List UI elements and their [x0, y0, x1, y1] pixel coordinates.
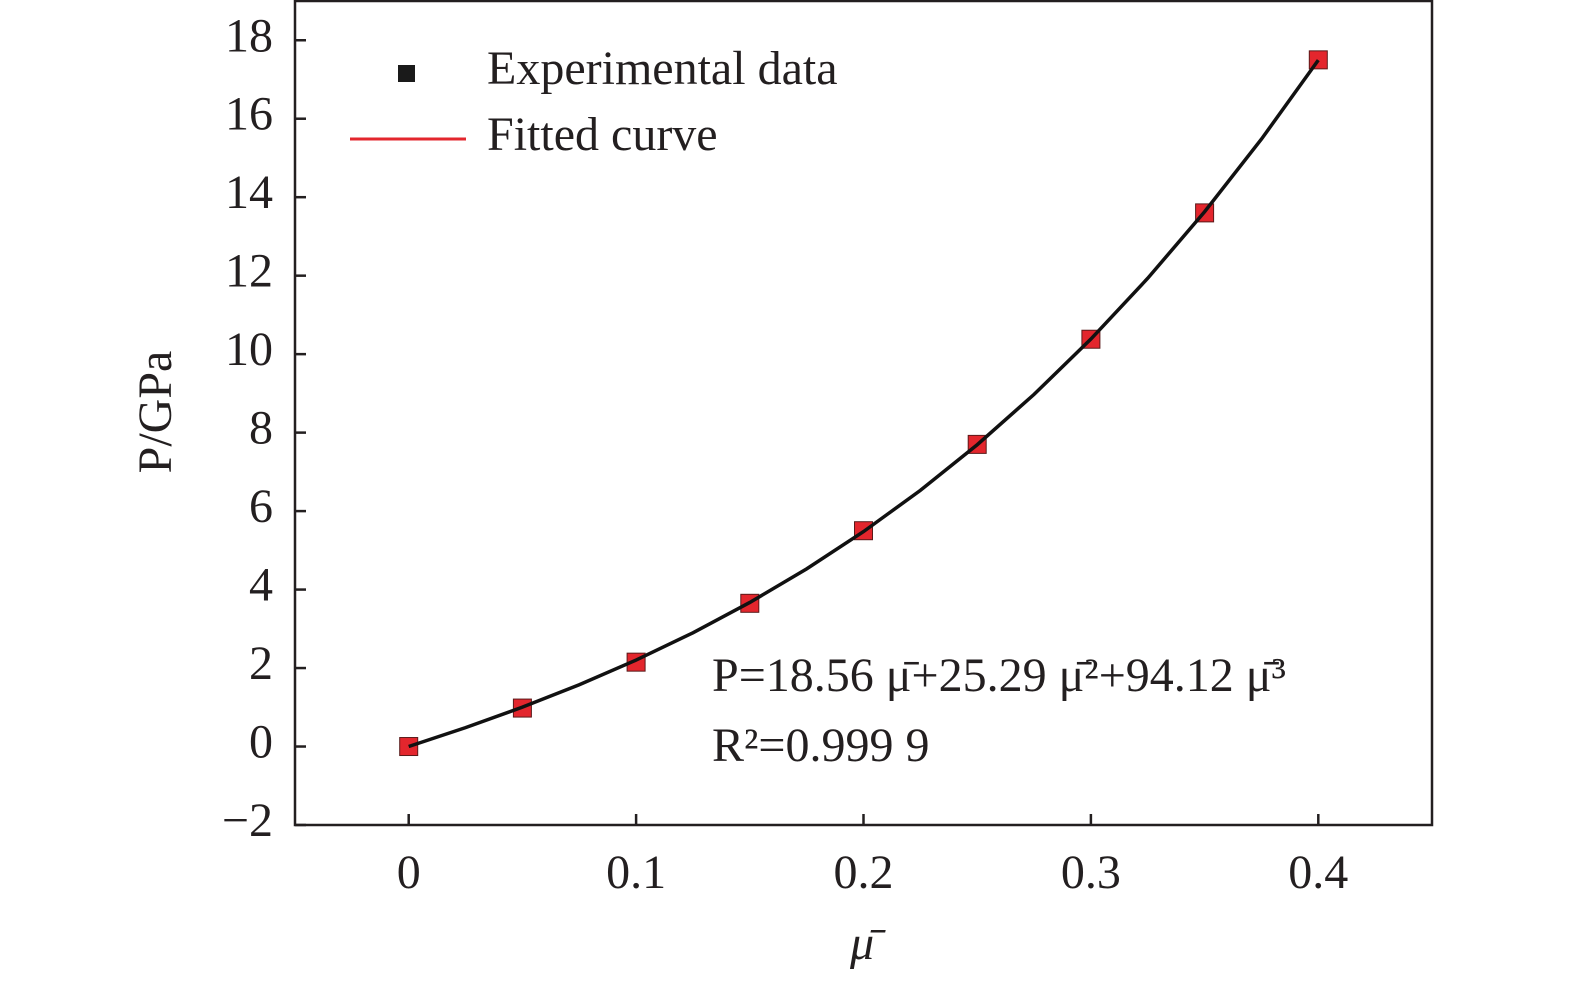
x-tick-label: 0.1 [606, 846, 666, 899]
x-tick-label: 0 [397, 846, 421, 899]
x-tick-label: 0.3 [1061, 846, 1121, 899]
y-tick-label: 2 [249, 637, 273, 690]
y-tick-label: −2 [222, 794, 273, 847]
y-tick-label: 0 [249, 716, 273, 769]
annotation: R²=0.999 9 [712, 719, 929, 772]
annotation: P=18.56 μ̄+25.29 μ̄²+94.12 μ̄³ [712, 649, 1286, 702]
y-tick-label: 10 [225, 323, 273, 376]
legend-marker [398, 65, 415, 82]
y-tick-label: 12 [225, 245, 273, 298]
fitted-curve [408, 59, 1320, 749]
y-axis-label: P/GPa [129, 351, 182, 474]
y-tick-label: 4 [249, 559, 273, 612]
legend-label: Experimental data [487, 42, 838, 95]
y-tick-label: 14 [225, 166, 273, 219]
y-tick-label: 8 [249, 402, 273, 455]
x-tick-label: 0.4 [1288, 846, 1348, 899]
legend-label: Fitted curve [487, 108, 718, 161]
x-axis-label: μ̄ [849, 917, 886, 970]
y-tick-label: 16 [225, 88, 273, 141]
y-tick-label: 18 [225, 9, 273, 62]
y-tick-label: 6 [249, 480, 273, 533]
x-tick-label: 0.2 [834, 846, 894, 899]
